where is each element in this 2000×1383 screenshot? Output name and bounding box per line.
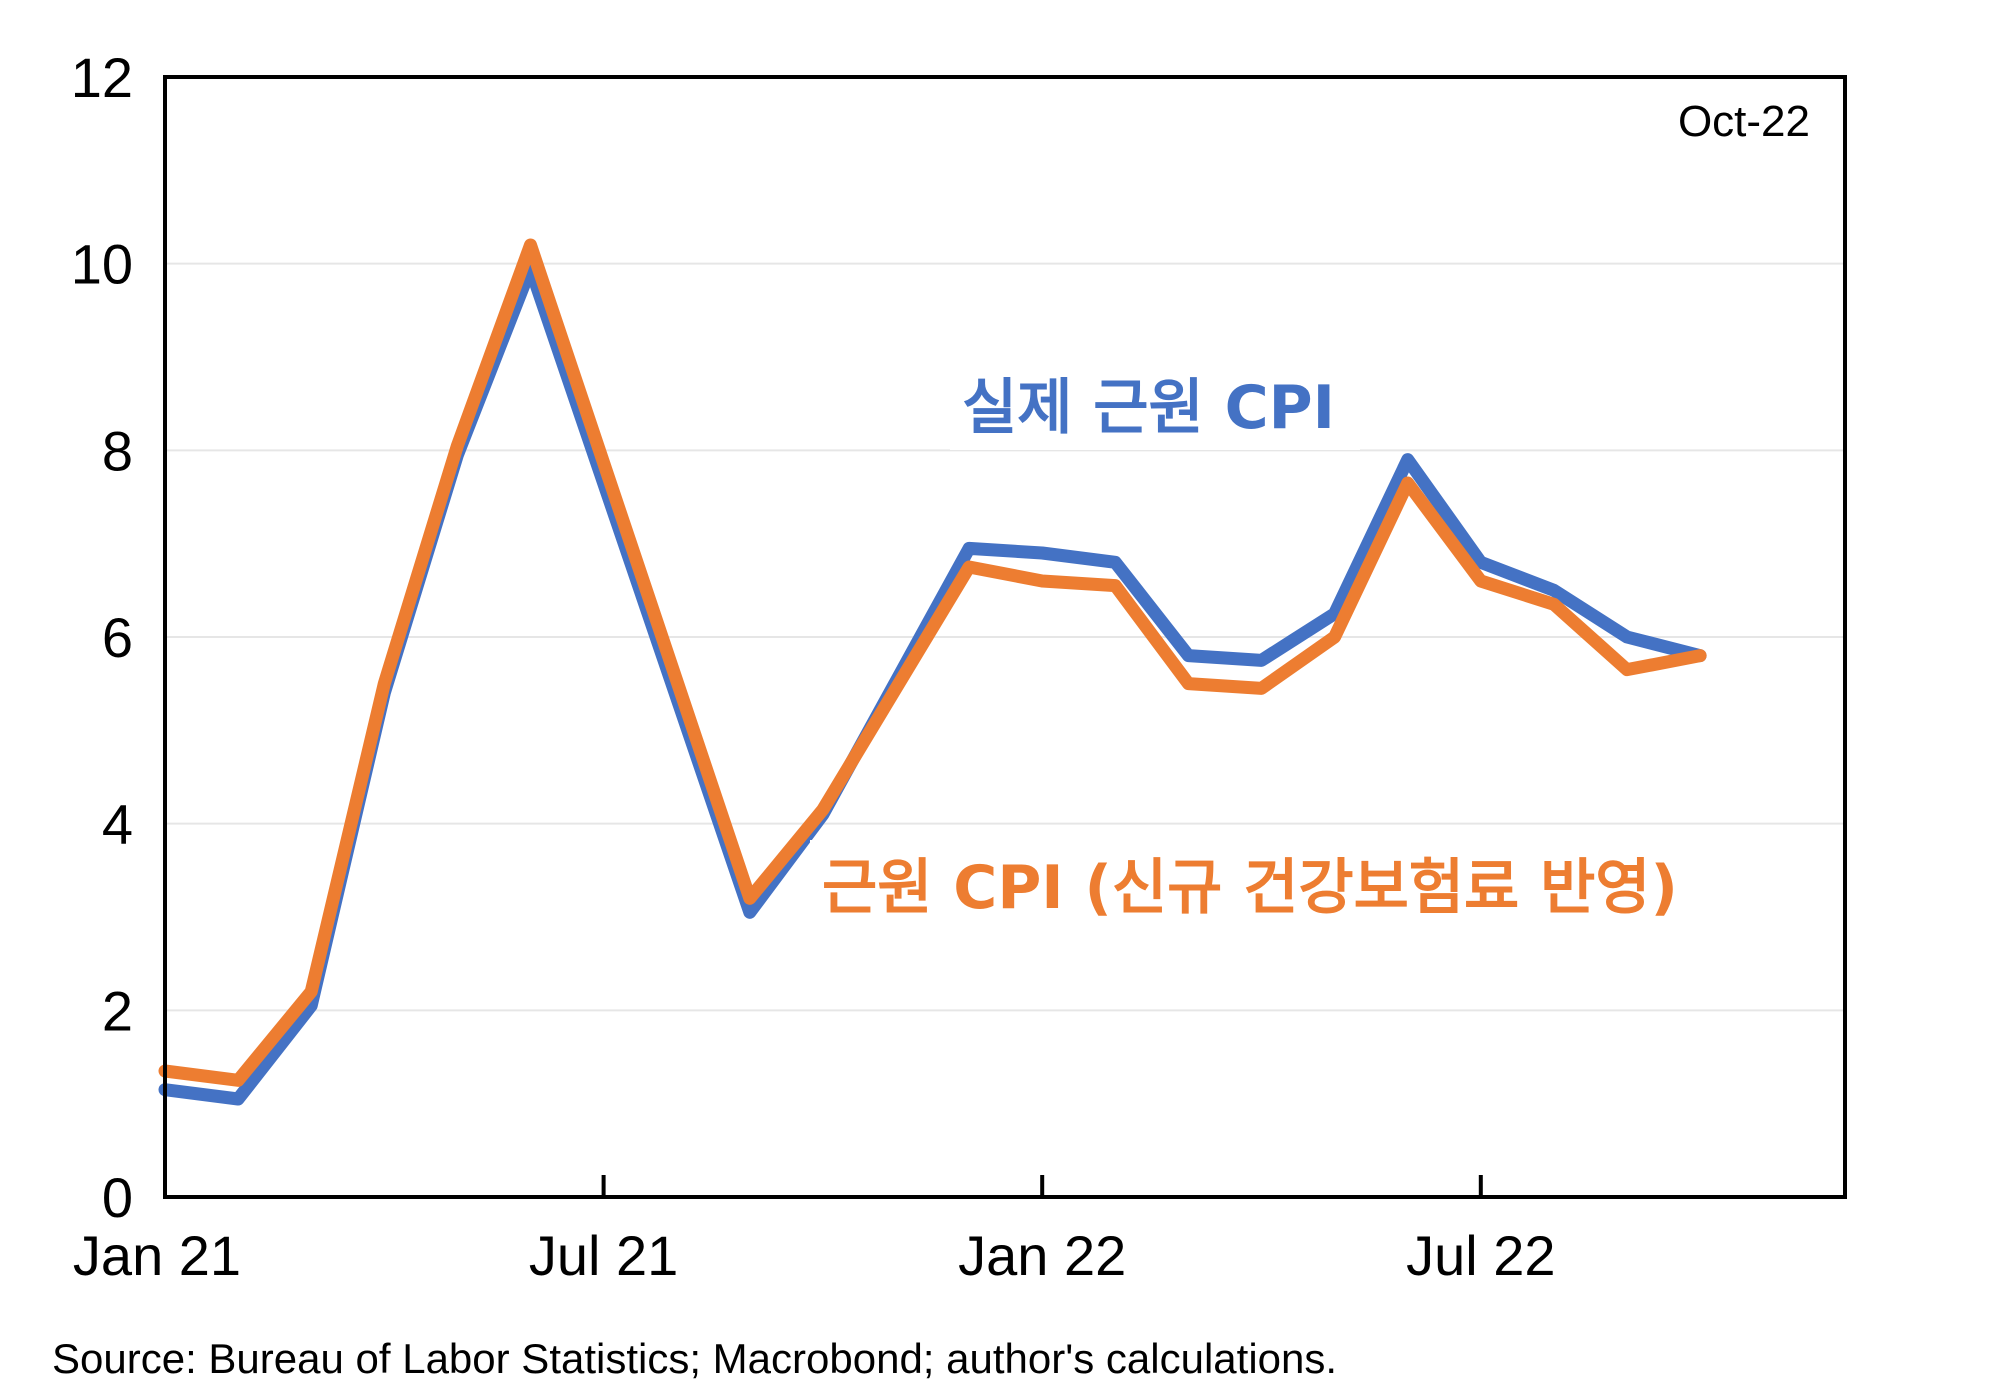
x-tick-label: Jul 21 (529, 1224, 678, 1287)
series-label-bg-adjusted (810, 840, 1800, 930)
y-tick-label: 0 (102, 1166, 133, 1229)
series-lines (158, 238, 1707, 1106)
date-stamp: Oct-22 (1678, 97, 1810, 146)
series-label-adjusted: 근원 CPI (신규 건강보험료 반영) (822, 853, 1678, 923)
source-note: Source: Bureau of Labor Statistics; Macr… (52, 1335, 1338, 1382)
series-line-actual (158, 261, 1707, 1106)
x-tick-label: Jul 22 (1406, 1224, 1555, 1287)
series-line-adjusted (158, 238, 1707, 1087)
y-tick-label: 4 (102, 793, 133, 856)
series-label-actual: 실제 근원 CPI (962, 373, 1335, 443)
x-axis-labels: Jan 21 Jul 21 Jan 22 Jul 22 (73, 1224, 1556, 1287)
y-tick-label: 6 (102, 606, 133, 669)
gridlines (165, 262, 1845, 1012)
series-label-bg-actual (950, 362, 1360, 450)
y-tick-label: 2 (102, 979, 133, 1042)
x-tick-label: Jan 21 (73, 1224, 241, 1287)
y-tick-label: 8 (102, 419, 133, 482)
x-tick-label: Jan 22 (958, 1224, 1126, 1287)
plot-frame (163, 75, 1847, 1199)
x-axis-ticks (601, 1175, 1483, 1197)
y-tick-label: 12 (71, 46, 133, 109)
y-axis-labels: 0 2 4 6 8 10 12 (71, 46, 133, 1229)
y-tick-label: 10 (71, 233, 133, 296)
